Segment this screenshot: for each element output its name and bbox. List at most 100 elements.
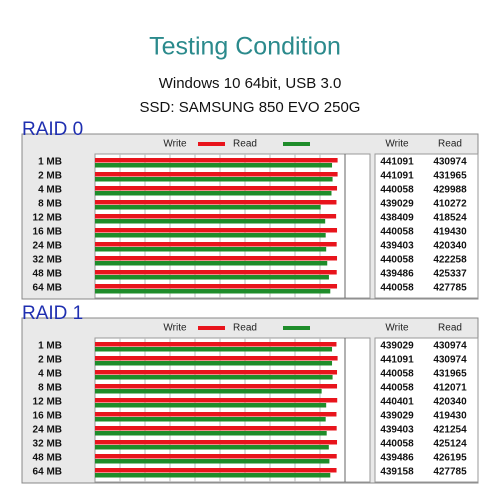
table-header: Read — [438, 139, 462, 150]
value-label: 440058 — [380, 283, 414, 294]
bar — [95, 403, 327, 408]
bar — [95, 361, 333, 366]
category-label: 48 MB — [33, 269, 62, 280]
table-area — [374, 153, 479, 299]
category-label: 32 MB — [33, 439, 62, 450]
value-label: 440058 — [380, 227, 414, 238]
bar — [95, 426, 337, 431]
bar — [95, 275, 329, 280]
value-label: 438409 — [380, 213, 414, 224]
category-label: 2 MB — [38, 171, 62, 182]
legend-label: Write — [163, 139, 187, 150]
value-label: 441091 — [380, 355, 414, 366]
value-label: 439486 — [380, 453, 414, 464]
bar — [95, 473, 331, 478]
category-label: 2 MB — [38, 355, 62, 366]
table-header: Read — [438, 323, 462, 334]
table-header: Write — [385, 139, 409, 150]
value-label: 439029 — [380, 341, 414, 352]
bar — [95, 177, 333, 182]
category-label: 8 MB — [38, 383, 62, 394]
category-label: 1 MB — [38, 157, 62, 168]
bar — [95, 219, 326, 224]
legend-label: Read — [233, 323, 257, 334]
bar — [95, 375, 333, 380]
category-label: 16 MB — [33, 227, 62, 238]
bar — [95, 445, 329, 450]
category-label: 12 MB — [33, 397, 62, 408]
bar — [95, 412, 337, 417]
value-label: 440058 — [380, 185, 414, 196]
bar — [95, 242, 337, 247]
category-label: 64 MB — [33, 467, 62, 478]
category-label: 12 MB — [33, 213, 62, 224]
bar — [95, 186, 338, 191]
legend-swatch — [198, 326, 225, 330]
category-label: 64 MB — [33, 283, 62, 294]
subtitle: SSD: SAMSUNG 850 EVO 250G — [140, 99, 361, 116]
bar — [95, 342, 337, 347]
table-header: Write — [385, 323, 409, 334]
value-label: 419430 — [433, 227, 467, 238]
legend-swatch — [283, 326, 310, 330]
legend-label: Read — [233, 139, 257, 150]
value-label: 421254 — [433, 425, 467, 436]
category-label: 48 MB — [33, 453, 62, 464]
value-label: 420340 — [433, 397, 467, 408]
category-label: 4 MB — [38, 185, 62, 196]
subtitle: Windows 10 64bit, USB 3.0 — [159, 75, 342, 92]
bar — [95, 289, 331, 294]
category-label: 4 MB — [38, 369, 62, 380]
bar — [95, 468, 337, 473]
value-label: 418524 — [433, 213, 467, 224]
value-label: 431965 — [433, 369, 467, 380]
value-label: 426195 — [433, 453, 467, 464]
bar — [95, 228, 338, 233]
value-label: 439403 — [380, 425, 414, 436]
bar — [95, 261, 328, 266]
bar — [95, 398, 338, 403]
bar — [95, 459, 330, 464]
value-label: 427785 — [433, 467, 467, 478]
value-label: 430974 — [433, 355, 467, 366]
bar — [95, 205, 321, 210]
value-label: 430974 — [433, 341, 467, 352]
bar — [95, 384, 338, 389]
category-label: 24 MB — [33, 241, 62, 252]
bar — [95, 247, 327, 252]
value-label: 439158 — [380, 467, 414, 478]
value-label: 425124 — [433, 439, 467, 450]
bar — [95, 270, 337, 275]
value-label: 439403 — [380, 241, 414, 252]
legend-swatch — [198, 142, 225, 146]
bar — [95, 440, 338, 445]
value-label: 430974 — [433, 157, 467, 168]
category-label: 8 MB — [38, 199, 62, 210]
table-area — [374, 337, 479, 483]
bar — [95, 356, 338, 361]
bar — [95, 200, 337, 205]
page-title: Testing Condition — [149, 33, 341, 61]
value-label: 412071 — [433, 383, 467, 394]
bar — [95, 284, 338, 289]
value-label: 429988 — [433, 185, 467, 196]
value-label: 440058 — [380, 369, 414, 380]
chart-title: RAID 0 — [22, 119, 83, 140]
category-label: 16 MB — [33, 411, 62, 422]
value-label: 440058 — [380, 383, 414, 394]
value-label: 439029 — [380, 411, 414, 422]
value-label: 410272 — [433, 199, 467, 210]
bar — [95, 172, 338, 177]
bar — [95, 431, 327, 436]
value-label: 440058 — [380, 439, 414, 450]
legend-label: Write — [163, 323, 187, 334]
value-label: 441091 — [380, 171, 414, 182]
category-label: 1 MB — [38, 341, 62, 352]
legend-swatch — [283, 142, 310, 146]
bar — [95, 256, 338, 261]
bar — [95, 347, 333, 352]
category-label: 24 MB — [33, 425, 62, 436]
bar — [95, 454, 337, 459]
bar — [95, 191, 332, 196]
